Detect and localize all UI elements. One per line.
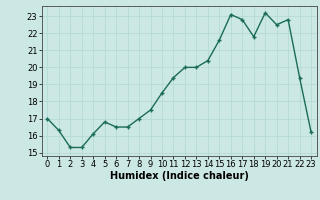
X-axis label: Humidex (Indice chaleur): Humidex (Indice chaleur) — [110, 171, 249, 181]
